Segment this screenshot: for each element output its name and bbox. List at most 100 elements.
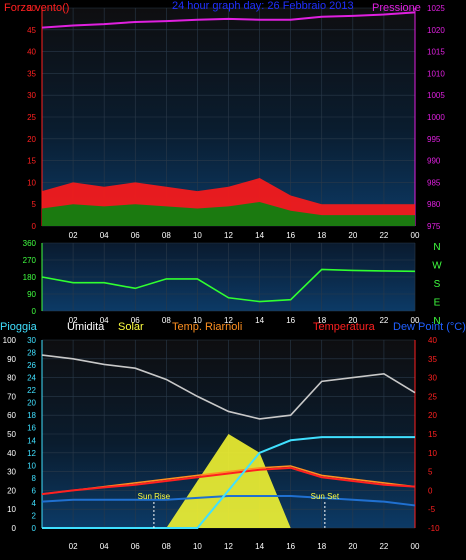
rain-tick: 24 (27, 374, 36, 383)
rain-tick: 22 (27, 386, 36, 395)
top-y-right-tick: 1020 (427, 26, 445, 35)
top-y-left-tick: 30 (27, 91, 36, 100)
pct-tick: 100 (3, 336, 17, 345)
mid-x-tick: 16 (286, 316, 295, 325)
compass-label: S (434, 279, 441, 290)
top-y-left-tick: 50 (27, 4, 36, 13)
top-x-tick: 04 (100, 231, 109, 240)
mid-y-tick: 180 (23, 273, 37, 282)
solar-area (42, 434, 415, 528)
rain-tick: 28 (27, 349, 36, 358)
compass-label: E (434, 298, 441, 309)
rain-line (42, 436, 415, 529)
top-y-right-tick: 985 (427, 178, 441, 187)
mid-x-tick: 12 (224, 316, 233, 325)
humidity-label: Umidita (67, 321, 105, 333)
pct-tick: 60 (7, 411, 16, 420)
top-x-tick: 14 (255, 231, 264, 240)
top-y-right-tick: 980 (427, 200, 441, 209)
wind-label: Forza vento() (4, 2, 69, 14)
solar-label: Solar (118, 321, 144, 333)
pct-tick: 40 (7, 449, 16, 458)
rain-tick: 20 (27, 399, 36, 408)
mid-x-tick: 20 (348, 316, 357, 325)
top-y-left-tick: 45 (27, 26, 36, 35)
top-y-right-tick: 1010 (427, 69, 445, 78)
top-x-tick: 18 (317, 231, 326, 240)
rain-tick: 6 (32, 486, 37, 495)
wind-average-area (42, 202, 415, 226)
temp-tick: 25 (428, 392, 437, 401)
rain-label: Pioggia (0, 321, 38, 333)
pct-tick: 50 (7, 430, 16, 439)
top-x-tick: 06 (131, 231, 140, 240)
top-x-tick: 00 (411, 231, 420, 240)
top-y-right-tick: 1025 (427, 4, 445, 13)
pct-tick: 10 (7, 505, 16, 514)
pct-tick: 90 (7, 355, 16, 364)
bot-x-tick: 20 (348, 542, 357, 551)
sun-set-label: Sun Set (311, 492, 340, 501)
bot-x-tick: 04 (100, 542, 109, 551)
rain-tick: 2 (32, 511, 37, 520)
chart-title: 24 hour graph day: 26 Febbraio 2013 (172, 0, 354, 12)
top-x-tick: 22 (379, 231, 388, 240)
top-y-left-tick: 35 (27, 69, 36, 78)
temp-tick: 40 (428, 336, 437, 345)
pct-tick: 20 (7, 486, 16, 495)
top-y-left-tick: 40 (27, 48, 36, 57)
wind-direction-line (41, 268, 416, 303)
top-y-left-tick: 15 (27, 157, 36, 166)
top-x-tick: 10 (193, 231, 202, 240)
temp-tick: -5 (428, 505, 436, 514)
mid-y-tick: 90 (27, 290, 36, 299)
bot-x-tick: 00 (411, 542, 420, 551)
temperature-line (41, 466, 416, 496)
bot-x-tick: 22 (379, 542, 388, 551)
rain-tick: 10 (27, 461, 36, 470)
top-x-tick: 16 (286, 231, 295, 240)
rain-tick: 12 (27, 449, 36, 458)
top-y-right-tick: 975 (427, 222, 441, 231)
bot-x-tick: 14 (255, 542, 264, 551)
mid-y-tick: 0 (32, 307, 37, 316)
mid-x-tick: 18 (317, 316, 326, 325)
rain-tick: 4 (32, 499, 37, 508)
pct-tick: 80 (7, 374, 16, 383)
temperature-label: Temperatura (313, 321, 376, 333)
temp-tick: 5 (428, 468, 433, 477)
bot-x-tick: 18 (317, 542, 326, 551)
top-x-tick: 02 (69, 231, 78, 240)
top-y-left-tick: 25 (27, 113, 36, 122)
rain-tick: 30 (27, 336, 36, 345)
humidity-line (41, 354, 416, 420)
temp-tick: -10 (428, 524, 440, 533)
top-y-left-tick: 20 (27, 135, 36, 144)
top-y-left-tick: 10 (27, 178, 36, 187)
bot-x-tick: 12 (224, 542, 233, 551)
top-x-tick: 08 (162, 231, 171, 240)
pressure-line (41, 11, 416, 29)
top-y-right-tick: 1005 (427, 91, 445, 100)
top-y-right-tick: 995 (427, 135, 441, 144)
mid-x-tick: 06 (131, 316, 140, 325)
temp-room-label: Temp. Riarnoli (172, 321, 242, 333)
temp-tick: 35 (428, 355, 437, 364)
temp-tick: 30 (428, 374, 437, 383)
mid-x-tick: 10 (193, 316, 202, 325)
mid-x-tick: 14 (255, 316, 264, 325)
compass-label: N (433, 242, 440, 253)
top-y-right-tick: 1015 (427, 48, 445, 57)
bot-x-tick: 16 (286, 542, 295, 551)
bot-x-tick: 02 (69, 542, 78, 551)
rain-tick: 14 (27, 436, 36, 445)
top-y-left-tick: 0 (32, 222, 37, 231)
rain-tick: 0 (32, 524, 37, 533)
pct-tick: 0 (12, 524, 17, 533)
mid-x-tick: 08 (162, 316, 171, 325)
mid-y-tick: 360 (23, 239, 37, 248)
pct-tick: 30 (7, 468, 16, 477)
temp-tick: 20 (428, 411, 437, 420)
